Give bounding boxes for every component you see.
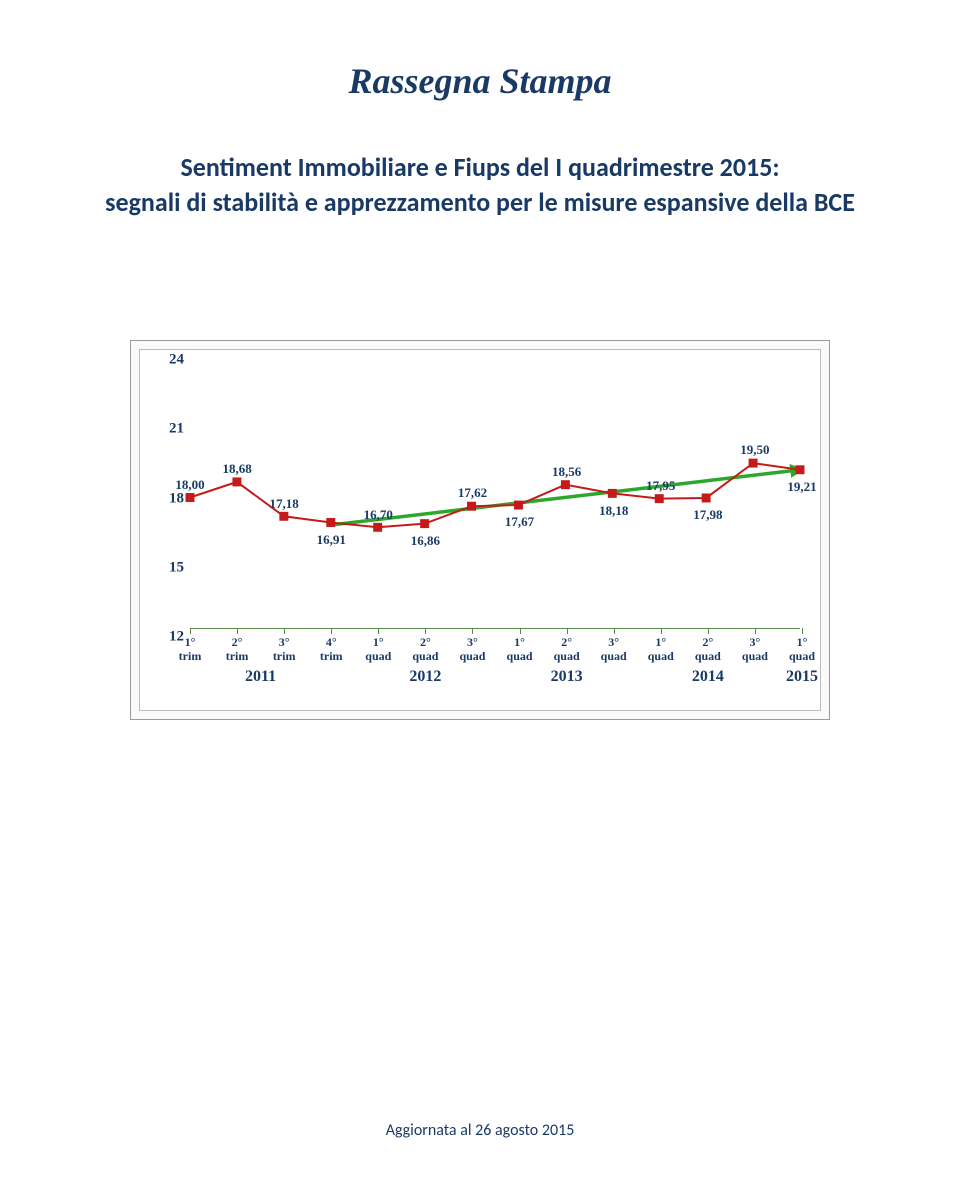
subtitle-line-2: segnali di stabilità e apprezzamento per… [105,186,855,218]
x-tick-label: 3°trim [273,636,296,664]
year-label: 2013 [551,668,583,686]
x-tick [755,628,756,634]
x-tick-label: 3°quad [459,636,485,664]
x-tick [708,628,709,634]
data-point-marker [655,495,663,503]
data-point-marker [233,478,241,486]
data-point-label: 18,00 [175,477,204,493]
data-point-marker [421,520,429,528]
x-tick-label: 3°quad [601,636,627,664]
data-point-label: 19,21 [787,479,816,495]
data-point-label: 19,50 [740,442,769,458]
page-subtitle: Sentiment Immobiliare e Fiups del I quad… [70,150,890,220]
data-point-label: 16,70 [364,507,393,523]
page-title: Rassegna Stampa [70,60,890,102]
chart-inner: 12151821241°trim2°trim3°trim4°trim1°quad… [139,349,821,711]
document-page: Rassegna Stampa Sentiment Immobiliare e … [0,0,960,1190]
x-tick [284,628,285,634]
x-tick-label: 1°trim [179,636,202,664]
x-tick-label: 2°quad [554,636,580,664]
subtitle-line-1: Sentiment Immobiliare e Fiups del I quad… [180,151,779,183]
year-label: 2015 [786,668,818,686]
data-point-label: 17,18 [270,496,299,512]
data-point-marker [561,481,569,489]
x-tick [520,628,521,634]
year-label: 2011 [245,668,276,686]
data-point-label: 18,68 [222,461,251,477]
data-point-marker [374,524,382,532]
x-tick [472,628,473,634]
data-point-marker [514,501,522,509]
data-point-label: 18,18 [599,503,628,519]
data-point-marker [608,490,616,498]
y-tick-label: 18 [144,490,184,507]
year-label: 2012 [409,668,441,686]
data-point-marker [280,513,288,521]
x-tick-label: 3°quad [742,636,768,664]
x-tick [331,628,332,634]
x-tick [567,628,568,634]
year-label: 2014 [692,668,724,686]
sentiment-chart: 12151821241°trim2°trim3°trim4°trim1°quad… [130,340,830,720]
x-tick-label: 1°quad [507,636,533,664]
x-tick [661,628,662,634]
data-point-marker [327,519,335,527]
y-tick-label: 15 [144,559,184,576]
x-tick [237,628,238,634]
x-tick-label: 2°quad [412,636,438,664]
x-tick-label: 2°quad [695,636,721,664]
data-point-marker [796,466,804,474]
data-point-label: 17,95 [646,478,675,494]
data-point-marker [468,502,476,510]
x-tick [802,628,803,634]
data-point-label: 17,62 [458,485,487,501]
x-tick [190,628,191,634]
data-point-label: 16,86 [411,533,440,549]
data-point-marker [702,494,710,502]
page-footer: Aggiornata al 26 agosto 2015 [0,1121,960,1140]
x-tick [425,628,426,634]
data-point-marker [186,494,194,502]
x-tick-label: 1°quad [365,636,391,664]
x-tick [614,628,615,634]
data-point-marker [749,459,757,467]
y-tick-label: 24 [144,352,184,369]
x-tick-label: 4°trim [320,636,343,664]
data-point-label: 16,91 [317,532,346,548]
y-tick-label: 21 [144,421,184,438]
data-point-label: 17,67 [505,514,534,530]
data-point-label: 17,98 [693,507,722,523]
x-tick-label: 1°quad [789,636,815,664]
x-tick [378,628,379,634]
x-tick-label: 2°trim [226,636,249,664]
data-point-label: 18,56 [552,464,581,480]
x-tick-label: 1°quad [648,636,674,664]
